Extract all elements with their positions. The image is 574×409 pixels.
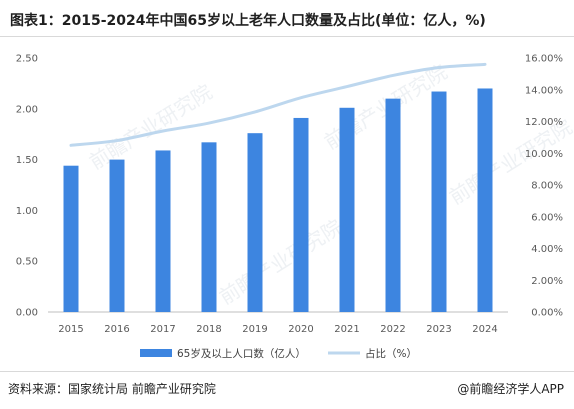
x-tick-label: 2024 xyxy=(472,324,497,335)
line-layer xyxy=(69,62,487,147)
y-right-tick-label: 16.00% xyxy=(525,54,563,65)
y-left-tick-label: 2.00 xyxy=(16,104,38,115)
x-tick-label: 2023 xyxy=(426,324,451,335)
chart-title: 图表1：2015-2024年中国65岁以上老年人口数量及占比(单位：亿人，%) xyxy=(10,13,486,29)
y-right-tick-label: 0.00% xyxy=(531,308,563,319)
y-right-tick-label: 12.00% xyxy=(525,117,563,128)
legend-swatch-bar xyxy=(140,349,172,357)
y-right-tick-label: 6.00% xyxy=(531,212,563,223)
y-right-tick-label: 10.00% xyxy=(525,149,563,160)
y-left-tick-label: 1.00 xyxy=(16,206,38,217)
bar-2020 xyxy=(293,117,309,312)
x-tick-label: 2016 xyxy=(104,324,129,335)
y-left-tick-label: 0.50 xyxy=(16,257,38,268)
footer: 资料来源：国家统计局 前瞻产业研究院 @前瞻经济学人APP xyxy=(0,371,574,409)
bar-2016 xyxy=(109,159,125,312)
bar-2023 xyxy=(431,91,447,312)
x-ticks-layer: 2015 2016 2017 2018 2019 2020 2021 2022 2023 2024 xyxy=(58,324,497,335)
watermark-text: 前瞻产业研究院 xyxy=(445,115,574,210)
legend-layer: 65岁及以上人口数（亿人） 占比（%） xyxy=(140,347,417,360)
y-right-tick-label: 2.00% xyxy=(531,276,563,287)
bar-2021 xyxy=(339,107,355,312)
y-left-tick-label: 0.00 xyxy=(16,308,38,319)
y-right-tick-label: 8.00% xyxy=(531,181,563,192)
share-line xyxy=(69,62,487,147)
bar-2022 xyxy=(385,98,401,312)
legend-label-line: 占比（%） xyxy=(365,347,417,360)
bar-2015 xyxy=(63,165,79,312)
brand-credit: @前瞻经济学人APP xyxy=(457,382,564,396)
x-tick-label: 2020 xyxy=(288,324,313,335)
y-left-tick-label: 1.50 xyxy=(16,155,38,166)
x-tick-label: 2017 xyxy=(150,324,175,335)
axes-layer: 0.00 0.50 1.00 1.50 2.00 2.50 0.00% 2.00% 4.00% 6… xyxy=(16,54,563,319)
x-tick-label: 2018 xyxy=(196,324,221,335)
bar-2017 xyxy=(155,150,171,312)
y-right-tick-label: 4.00% xyxy=(531,244,563,255)
bar-2024 xyxy=(477,88,493,312)
title-divider xyxy=(0,36,574,37)
x-tick-label: 2019 xyxy=(242,324,267,335)
legend-label-bar: 65岁及以上人口数（亿人） xyxy=(177,347,306,360)
bar-2018 xyxy=(201,142,217,312)
y-right-tick-label: 14.00% xyxy=(525,85,563,96)
x-tick-label: 2022 xyxy=(380,324,405,335)
source-note: 资料来源：国家统计局 前瞻产业研究院 xyxy=(8,382,216,396)
x-tick-label: 2015 xyxy=(58,324,83,335)
bars-layer xyxy=(63,88,493,312)
watermark-text: 前瞻产业研究院 xyxy=(215,215,346,310)
x-tick-label: 2021 xyxy=(334,324,359,335)
bar-2019 xyxy=(247,133,263,312)
watermark-text: 前瞻产业研究院 xyxy=(85,80,216,175)
chart-canvas: 前瞻产业研究院前瞻产业研究院前瞻产业研究院前瞻产业研究院 0.000.501.0… xyxy=(16,54,574,361)
y-left-tick-label: 2.50 xyxy=(16,54,38,65)
